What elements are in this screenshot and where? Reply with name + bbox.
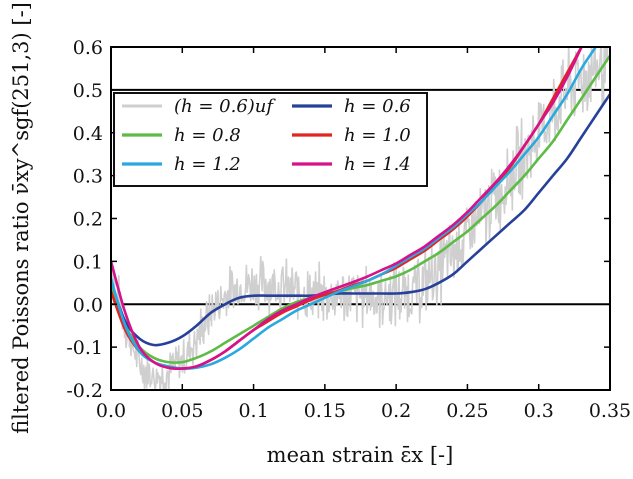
y-tick-label: 0.3 — [73, 166, 103, 188]
legend-label-1: h = 0.6 — [344, 96, 411, 117]
y-tick-label: -0.1 — [66, 337, 103, 359]
series-line-5 — [111, 47, 583, 370]
x-tick-label: 0.35 — [589, 400, 631, 422]
y-tick-label: 0.0 — [73, 294, 103, 316]
x-tick-label: 0.1 — [238, 400, 268, 422]
x-tick-label: 0.3 — [524, 400, 554, 422]
x-tick-label: 0.2 — [381, 400, 411, 422]
series-line-0 — [111, 47, 610, 390]
y-tick-label: 0.1 — [73, 251, 103, 273]
series-line-2 — [111, 54, 610, 364]
series-line-1 — [111, 92, 610, 347]
y-axis-label: filtered Poissons ratio ν̄xy^sgf(251,3) … — [9, 2, 33, 434]
y-tick-label: 0.2 — [73, 209, 103, 231]
x-tick-label: 0.15 — [304, 400, 346, 422]
y-tick-label: 0.4 — [73, 123, 103, 145]
legend-label-3: h = 1.0 — [344, 125, 411, 146]
y-tick-label: 0.6 — [73, 37, 103, 59]
series-layer — [111, 47, 610, 390]
legend-label-0: (h = 0.6)uf — [174, 96, 276, 117]
x-axis-ticks: 0.0 0.05 0.1 0.15 0.2 0.25 0.3 0.35 — [96, 47, 631, 422]
legend-label-2: h = 0.8 — [174, 125, 241, 146]
y-axis-ticks: -0.2 -0.1 0.0 0.1 0.2 0.3 0.4 0.5 0.6 — [66, 37, 610, 402]
legend-box — [113, 92, 428, 187]
x-axis-label: mean strain ε̄x [-] — [267, 443, 454, 467]
reference-lines — [111, 88, 610, 306]
y-tick-label: -0.2 — [66, 380, 103, 402]
x-tick-label: 0.05 — [161, 400, 203, 422]
x-tick-label: 0.25 — [446, 400, 488, 422]
legend-label-4: h = 1.2 — [174, 154, 241, 175]
legend-label-5: h = 1.4 — [344, 154, 411, 175]
x-tick-label: 0.0 — [96, 400, 126, 422]
y-tick-label: 0.5 — [73, 80, 103, 102]
legend: (h = 0.6)uf h = 0.6 h = 0.8 h = 1.0 h = 1.2 h… — [113, 92, 428, 187]
